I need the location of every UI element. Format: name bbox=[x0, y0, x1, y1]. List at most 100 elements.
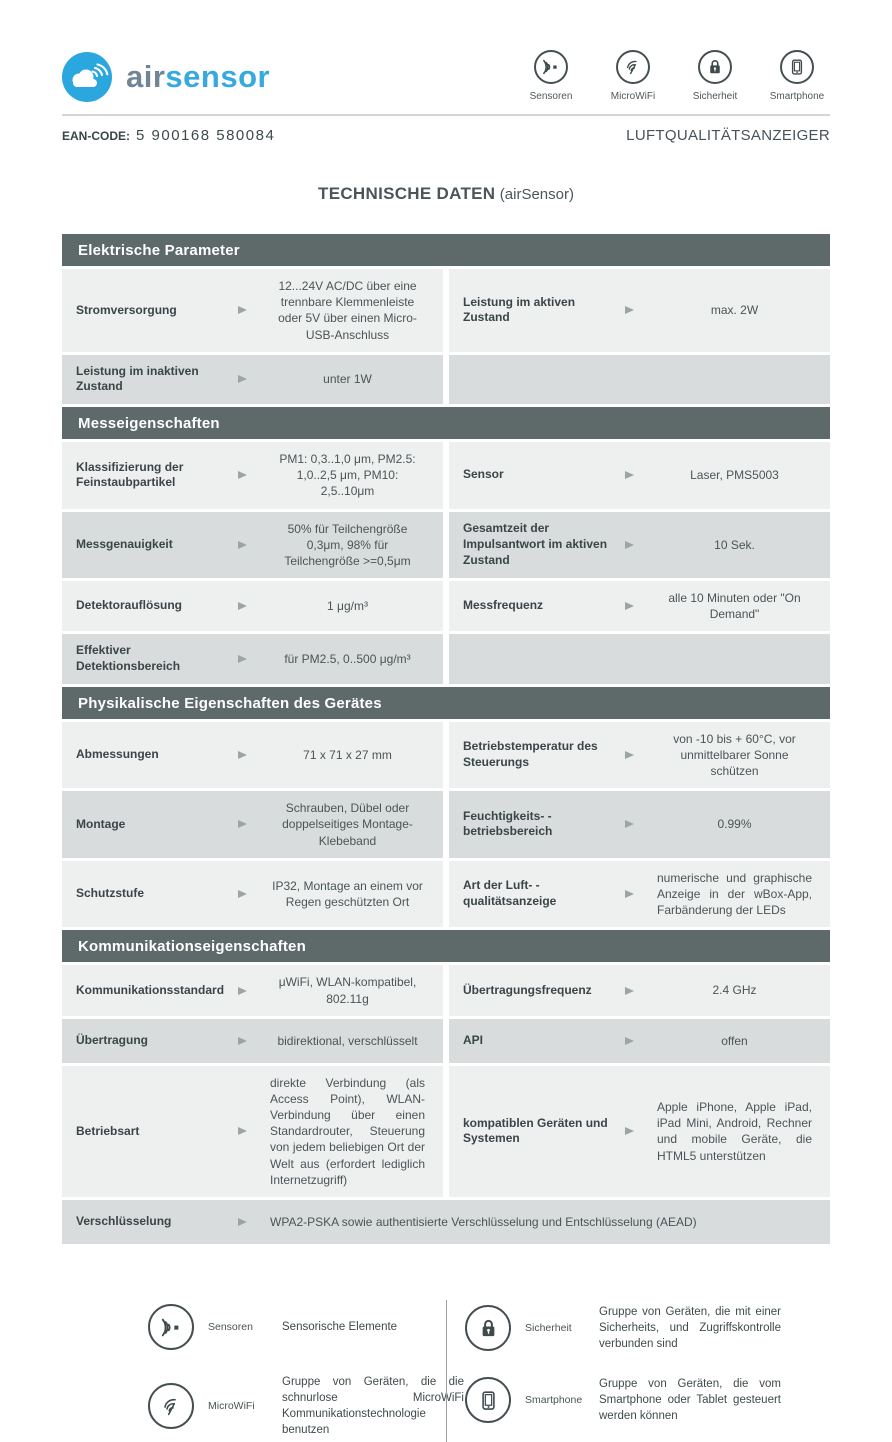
spec-value: max. 2W bbox=[710, 303, 759, 318]
ean-value: 5 900168 580084 bbox=[136, 127, 276, 144]
spec-row: Verschlüsselung WPA2-PSKA sowie authentis… bbox=[62, 1200, 830, 1244]
spec-row: Übertragung bidirektional, verschlüsselt A… bbox=[62, 1018, 830, 1063]
spec-row: Montage Schrauben, Dübel oder doppelseiti… bbox=[62, 791, 830, 858]
legend-label: Sensoren bbox=[208, 1321, 253, 1333]
spec-row: Schutzstufe IP32, Montage an einem vor Re… bbox=[62, 860, 830, 928]
spec-value: für PM2.5, 0..500 μg/m³ bbox=[284, 651, 411, 666]
spec-cell: Kommunikationsstandard μWiFi, WLAN-kompat… bbox=[62, 965, 443, 1016]
spec-cell: Leistung im inaktiven Zustand unter 1W bbox=[62, 354, 443, 404]
spec-cell: API offen bbox=[449, 1018, 830, 1063]
arrow-triangle bbox=[625, 820, 634, 829]
legend-label: MicroWiFi bbox=[208, 1400, 255, 1413]
arrow-triangle bbox=[238, 471, 247, 480]
spec-value: Laser, PMS5003 bbox=[690, 468, 779, 483]
spec-value: 1 μg/m³ bbox=[327, 599, 368, 614]
section-title: Messeigenschaften bbox=[62, 406, 830, 439]
spec-value: 71 x 71 x 27 mm bbox=[303, 747, 392, 762]
legend-item-sensors: Sensoren Sensorische Elemente bbox=[148, 1304, 446, 1350]
arrow-right-icon bbox=[238, 655, 266, 664]
arrow-right-icon bbox=[625, 602, 653, 611]
spec-value: 10 Sek. bbox=[714, 537, 755, 552]
spec-cell: Messfrequenz alle 10 Minuten oder "On Dem… bbox=[449, 581, 830, 632]
brand-sensor: sensor bbox=[165, 59, 271, 94]
legend-right-column: Sicherheit Gruppe von Geräten, die mit e… bbox=[446, 1300, 830, 1442]
smartphone-icon bbox=[465, 1377, 511, 1424]
arrow-right-icon bbox=[625, 820, 653, 829]
spec-label: Übertragungsfrequenz bbox=[463, 982, 592, 997]
arrow-right-icon bbox=[238, 306, 266, 315]
spec-label: Übertragung bbox=[76, 1032, 148, 1047]
feature-icons: Sensoren MicroWiFi bbox=[518, 50, 830, 102]
arrow-triangle bbox=[238, 306, 247, 315]
spec-label: Abmessungen bbox=[76, 747, 159, 762]
spec-cell: Leistung im aktiven Zustand max. 2W bbox=[449, 269, 830, 352]
feature-label: Sicherheit bbox=[692, 91, 738, 102]
spec-cell: Klassifizierung der Feinstaubpartikel PM1… bbox=[62, 441, 443, 509]
arrow-right-icon bbox=[238, 820, 266, 829]
legend-left-column: Sensoren Sensorische Elemente MicroWiFi … bbox=[62, 1300, 464, 1442]
spec-value: numerische und graphische Anzeige in der… bbox=[657, 870, 812, 918]
spec-row: Klassifizierung der Feinstaubpartikel PM1… bbox=[62, 441, 830, 509]
spec-label: Art der Luft- -qualitätsanzeige bbox=[463, 878, 557, 909]
spec-cell: Übertragungsfrequenz 2.4 GHz bbox=[449, 965, 830, 1016]
spec-value: direkte Verbindung (als Access Point), W… bbox=[270, 1075, 425, 1187]
feature-security: Sicherheit bbox=[682, 50, 748, 102]
arrow-triangle bbox=[625, 602, 634, 611]
spec-value: bidirektional, verschlüsselt bbox=[277, 1033, 418, 1048]
microwifi-icon bbox=[148, 1383, 194, 1430]
spec-cell: Betriebstemperatur des Steuerungs von -10… bbox=[449, 721, 830, 789]
spec-label: Effektiver Detektionsbereich bbox=[76, 643, 181, 674]
spec-value: 2.4 GHz bbox=[712, 983, 757, 998]
smartphone-icon bbox=[780, 50, 814, 84]
arrow-triangle bbox=[625, 1036, 634, 1045]
spec-cell: kompatiblen Geräten und Systemen Apple iP… bbox=[449, 1065, 830, 1197]
arrow-triangle bbox=[238, 1036, 247, 1045]
spec-label: Leistung im inaktiven Zustand bbox=[76, 363, 199, 394]
spec-section: Kommunikationseigenschaften Kommunikation… bbox=[62, 930, 830, 1244]
spec-row: Leistung im inaktiven Zustand unter 1W bbox=[62, 354, 830, 404]
spec-row: Messgenauigkeit 50% für Teilchengröße 0,3… bbox=[62, 511, 830, 579]
subheader: EAN-CODE: 5 900168 580084 LUFTQUALITÄTSAN… bbox=[62, 127, 830, 144]
spec-label: Montage bbox=[76, 816, 126, 831]
section-title: Physikalische Eigenschaften des Gerätes bbox=[62, 686, 830, 719]
spec-label: Stromversorgung bbox=[76, 302, 177, 317]
legend-text: Gruppe von Geräten, die die schnurlose M… bbox=[282, 1376, 464, 1437]
spec-label: Leistung im aktiven Zustand bbox=[463, 294, 576, 325]
legend: Sensoren Sensorische Elemente MicroWiFi … bbox=[62, 1300, 830, 1442]
page-title-suffix: (airSensor) bbox=[499, 186, 574, 203]
legend-item-security: Sicherheit Gruppe von Geräten, die mit e… bbox=[465, 1304, 830, 1352]
spec-cell: Stromversorgung 12...24V AC/DC über eine … bbox=[62, 269, 443, 352]
feature-microwifi: MicroWiFi bbox=[600, 50, 666, 102]
spec-label: Schutzstufe bbox=[76, 886, 145, 901]
spec-cell: Schutzstufe IP32, Montage an einem vor Re… bbox=[62, 860, 443, 928]
arrow-triangle bbox=[625, 540, 634, 549]
spec-section: Physikalische Eigenschaften des Gerätes A… bbox=[62, 686, 830, 928]
arrow-right-icon bbox=[625, 750, 653, 759]
spec-value: 0.99% bbox=[717, 817, 752, 832]
arrow-triangle bbox=[625, 306, 634, 315]
spec-row: Kommunikationsstandard μWiFi, WLAN-kompat… bbox=[62, 965, 830, 1016]
spec-value: von -10 bis + 60°C, vor unmittelbarer So… bbox=[673, 731, 796, 778]
spec-value: IP32, Montage an einem vor Regen geschüt… bbox=[272, 878, 423, 910]
arrow-right-icon bbox=[625, 890, 653, 899]
spec-value: Apple iPhone, Apple iPad, iPad Mini, And… bbox=[657, 1099, 812, 1163]
arrow-right-icon bbox=[238, 1036, 266, 1045]
spec-value: offen bbox=[721, 1033, 748, 1048]
spec-value: alle 10 Minuten oder "On Demand" bbox=[668, 591, 801, 622]
arrow-right-icon bbox=[238, 750, 266, 759]
microwifi-icon bbox=[616, 50, 650, 84]
arrow-right-icon bbox=[625, 986, 653, 995]
feature-label: Smartphone bbox=[769, 91, 825, 102]
spec-cell: Detektorauflösung 1 μg/m³ bbox=[62, 581, 443, 632]
page-title-main: TECHNISCHE DATEN bbox=[318, 184, 496, 203]
arrow-triangle bbox=[238, 655, 247, 664]
page-header: airsensor Sensoren bbox=[62, 44, 830, 102]
arrow-triangle bbox=[625, 471, 634, 480]
arrow-triangle bbox=[238, 1127, 247, 1136]
legend-item-microwifi: MicroWiFi Gruppe von Geräten, die die sc… bbox=[148, 1374, 464, 1438]
spec-cell: Sensor Laser, PMS5003 bbox=[449, 441, 830, 509]
arrow-right-icon bbox=[238, 1218, 266, 1226]
ean-code: EAN-CODE: 5 900168 580084 bbox=[62, 127, 275, 144]
arrow-triangle bbox=[625, 750, 634, 759]
legend-text: Gruppe von Geräten, die mit einer Sicher… bbox=[599, 1306, 781, 1351]
